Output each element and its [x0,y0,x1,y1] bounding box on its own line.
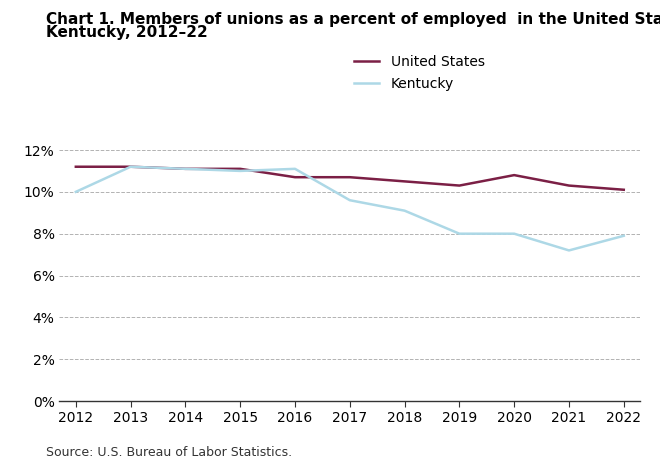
Text: Kentucky, 2012–22: Kentucky, 2012–22 [46,25,208,41]
Legend: United States, Kentucky: United States, Kentucky [349,49,490,96]
Text: Chart 1. Members of unions as a percent of employed  in the United States and: Chart 1. Members of unions as a percent … [46,12,660,27]
Text: Source: U.S. Bureau of Labor Statistics.: Source: U.S. Bureau of Labor Statistics. [46,446,292,459]
